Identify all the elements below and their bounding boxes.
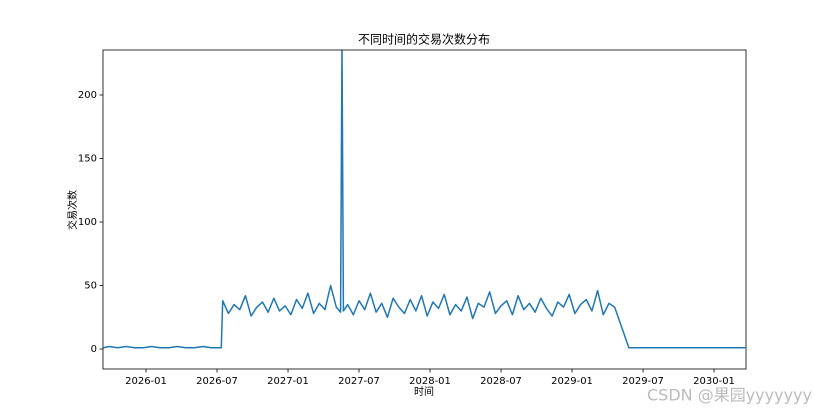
x-tick-label: 2026-01 xyxy=(125,376,167,387)
y-tick-label: 200 xyxy=(78,90,97,101)
x-tick-label: 2029-01 xyxy=(551,376,593,387)
x-tick-label: 2027-01 xyxy=(267,376,309,387)
y-tick-label: 150 xyxy=(78,153,97,164)
x-axis-label: 时间 xyxy=(414,385,434,398)
x-tick-label: 2028-07 xyxy=(480,376,522,387)
y-axis-label: 交易次数 xyxy=(66,190,79,230)
chart-title: 不同时间的交易次数分布 xyxy=(358,32,490,47)
y-tick-label: 50 xyxy=(84,281,97,292)
x-tick-label: 2026-07 xyxy=(196,376,238,387)
y-tick-label: 100 xyxy=(78,217,97,228)
y-tick-label: 0 xyxy=(91,344,97,355)
watermark: CSDN @果园yyyyyyy xyxy=(647,386,812,405)
data-line xyxy=(103,50,746,349)
axes-frame xyxy=(102,49,747,370)
x-tick-label: 2030-01 xyxy=(693,376,735,387)
plot-area xyxy=(103,50,746,349)
x-tick-label: 2029-07 xyxy=(622,376,664,387)
x-tick-label: 2027-07 xyxy=(338,376,380,387)
x-tick-label: 2028-01 xyxy=(409,376,451,387)
